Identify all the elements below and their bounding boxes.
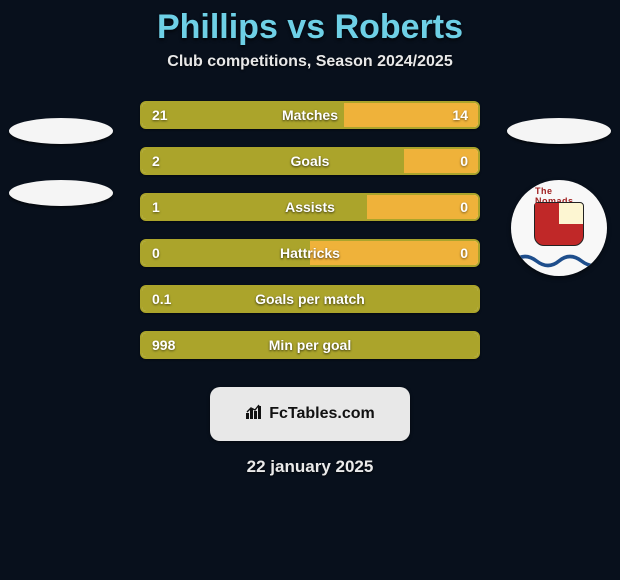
page-root: Phillips vs Roberts Club competitions, S…	[0, 0, 620, 580]
stat-left-value: 21	[152, 107, 168, 123]
club-badge: The Nomads	[511, 180, 607, 276]
page-title: Phillips vs Roberts	[0, 8, 620, 47]
page-subtitle: Club competitions, Season 2024/2025	[0, 53, 620, 71]
stat-left-value: 0	[152, 245, 160, 261]
bar-chart-icon	[245, 404, 265, 425]
stat-row: 1 0 Assists	[140, 193, 480, 221]
right-player-badges: The Nomads	[504, 118, 614, 276]
stat-left-value: 1	[152, 199, 160, 215]
left-player-badges	[6, 118, 116, 206]
stat-right-value: 0	[460, 153, 468, 169]
stat-label: Hattricks	[280, 245, 340, 261]
club-ellipse	[9, 180, 113, 206]
stat-right-value: 0	[460, 245, 468, 261]
wave-icon	[511, 252, 607, 270]
stat-left-value: 998	[152, 337, 175, 353]
brand-text: FcTables.com	[269, 405, 375, 423]
stat-row: 998 Min per goal	[140, 331, 480, 359]
stats-list: 21 14 Matches 2 0 Goals 1 0 Assists 0 0 Hattricks 0.…	[140, 101, 480, 359]
stat-label: Matches	[282, 107, 338, 123]
player-ellipse	[507, 118, 611, 144]
stat-row: 0 0 Hattricks	[140, 239, 480, 267]
stat-label: Goals per match	[255, 291, 365, 307]
stat-row: 0.1 Goals per match	[140, 285, 480, 313]
stat-label: Min per goal	[269, 337, 351, 353]
stat-left-value: 0.1	[152, 291, 171, 307]
stat-right-value: 14	[452, 107, 468, 123]
club-badge-shield	[534, 202, 584, 246]
player-ellipse	[9, 118, 113, 144]
brand-box[interactable]: FcTables.com	[210, 387, 410, 441]
stat-row: 2 0 Goals	[140, 147, 480, 175]
stat-right-value: 0	[460, 199, 468, 215]
stat-label: Assists	[285, 199, 335, 215]
brand-label: FcTables.com	[245, 404, 375, 425]
footer-date: 22 january 2025	[0, 457, 620, 477]
stat-label: Goals	[291, 153, 330, 169]
stat-bar-left	[142, 149, 404, 173]
stat-row: 21 14 Matches	[140, 101, 480, 129]
stat-left-value: 2	[152, 153, 160, 169]
